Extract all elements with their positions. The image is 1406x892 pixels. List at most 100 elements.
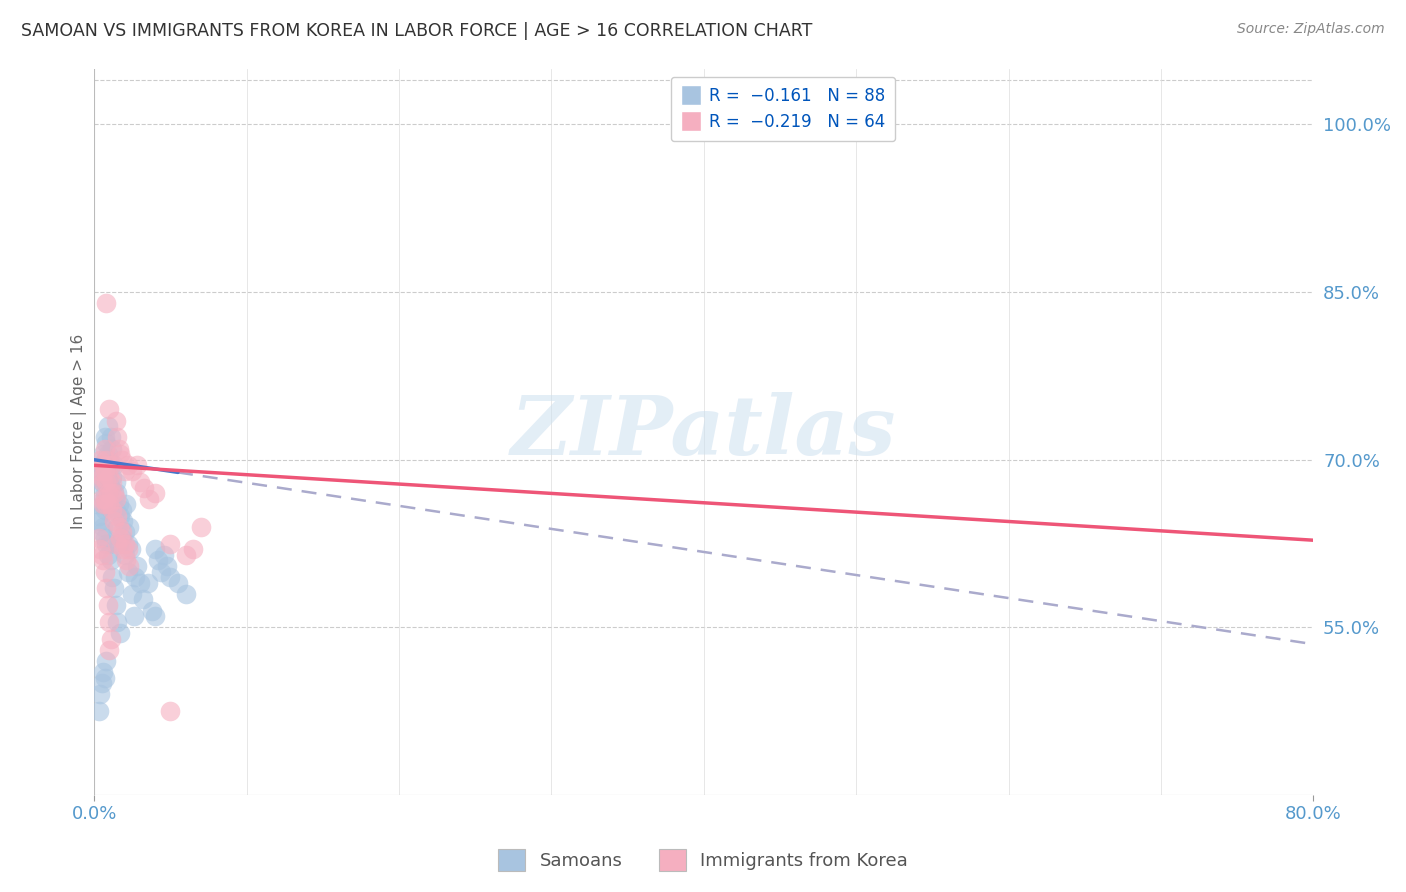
Point (101, 503, 124, 517)
Point (117, 542, 139, 557)
Point (108, 531, 131, 545)
Point (96, 582, 118, 596)
Point (105, 615, 128, 629)
Point (87, 508, 110, 523)
Point (94, 531, 117, 545)
Point (94, 503, 117, 517)
Point (98, 402, 121, 417)
Point (98, 498, 121, 512)
Point (104, 414, 127, 428)
Point (91, 498, 114, 512)
Point (91, 447, 114, 461)
Point (138, 491, 160, 506)
Point (94, 469, 117, 483)
Point (108, 508, 131, 523)
Point (103, 486, 125, 500)
Point (143, 609, 166, 624)
Point (89, 514, 111, 528)
Point (89, 688, 111, 702)
Point (86, 498, 108, 512)
Point (98, 452, 121, 467)
Point (97, 486, 120, 500)
Point (190, 520, 212, 534)
Point (103, 514, 125, 528)
Point (107, 498, 129, 512)
Point (104, 503, 127, 517)
Point (103, 582, 125, 596)
Point (89, 452, 111, 467)
Point (90, 458, 112, 473)
Point (94, 464, 117, 478)
Point (84, 469, 107, 483)
Point (143, 486, 166, 500)
Point (110, 531, 132, 545)
Legend: R =  −0.161   N = 88, R =  −0.219   N = 64: R = −0.161 N = 88, R = −0.219 N = 64 (671, 77, 896, 141)
Point (122, 609, 145, 624)
Point (110, 503, 132, 517)
Point (120, 542, 142, 557)
Point (97, 548, 120, 562)
Point (96, 475, 118, 489)
Point (104, 598, 127, 612)
Point (118, 520, 141, 534)
Point (150, 565, 173, 579)
Point (101, 570, 124, 584)
Point (103, 486, 125, 500)
Point (110, 452, 132, 467)
Point (98, 642, 121, 657)
Point (107, 536, 129, 550)
Point (114, 464, 136, 478)
Point (91, 520, 114, 534)
Point (96, 498, 118, 512)
Point (97, 458, 120, 473)
Point (114, 536, 136, 550)
Point (91, 665, 114, 679)
Point (90, 676, 112, 690)
Point (107, 442, 129, 456)
Point (87, 531, 110, 545)
Point (94, 491, 117, 506)
Point (94, 452, 117, 467)
Point (100, 458, 122, 473)
Text: SAMOAN VS IMMIGRANTS FROM KOREA IN LABOR FORCE | AGE > 16 CORRELATION CHART: SAMOAN VS IMMIGRANTS FROM KOREA IN LABOR… (21, 22, 813, 40)
Point (159, 536, 181, 550)
Point (96, 296, 118, 310)
Point (90, 469, 112, 483)
Point (125, 558, 148, 573)
Y-axis label: In Labor Force | Age > 16: In Labor Force | Age > 16 (72, 334, 87, 530)
Point (91, 481, 114, 495)
Point (105, 508, 128, 523)
Point (96, 458, 118, 473)
Point (153, 548, 176, 562)
Point (114, 548, 136, 562)
Point (101, 442, 124, 456)
Point (121, 464, 143, 478)
Point (100, 486, 122, 500)
Point (112, 542, 135, 557)
Point (98, 475, 121, 489)
Point (117, 565, 139, 579)
Point (91, 498, 114, 512)
Point (107, 520, 129, 534)
Legend: Samoans, Immigrants from Korea: Samoans, Immigrants from Korea (491, 842, 915, 879)
Point (100, 553, 122, 567)
Point (181, 542, 204, 557)
Point (105, 430, 128, 444)
Point (159, 570, 181, 584)
Point (94, 565, 117, 579)
Point (136, 575, 159, 590)
Point (91, 475, 114, 489)
Point (115, 498, 138, 512)
Point (97, 469, 120, 483)
Point (101, 475, 124, 489)
Point (167, 575, 190, 590)
Point (97, 419, 120, 434)
Point (91, 464, 114, 478)
Point (110, 525, 132, 540)
Point (117, 536, 139, 550)
Point (148, 553, 170, 567)
Point (100, 632, 122, 646)
Point (94, 486, 117, 500)
Point (129, 475, 152, 489)
Point (87, 704, 110, 718)
